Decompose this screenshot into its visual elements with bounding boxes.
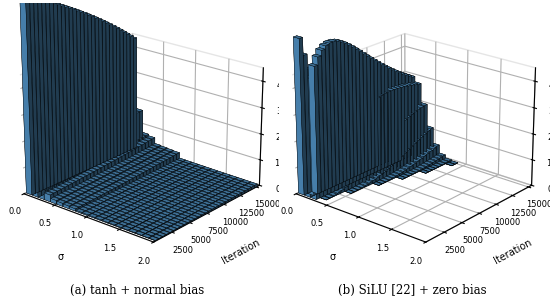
X-axis label: σ: σ (58, 252, 64, 262)
Y-axis label: Iteration: Iteration (220, 237, 261, 266)
Text: (a) tanh + normal bias: (a) tanh + normal bias (70, 284, 205, 297)
Text: (b) SiLU [22] + zero bias: (b) SiLU [22] + zero bias (338, 284, 487, 297)
X-axis label: σ: σ (329, 252, 336, 262)
Y-axis label: Iteration: Iteration (492, 237, 534, 266)
